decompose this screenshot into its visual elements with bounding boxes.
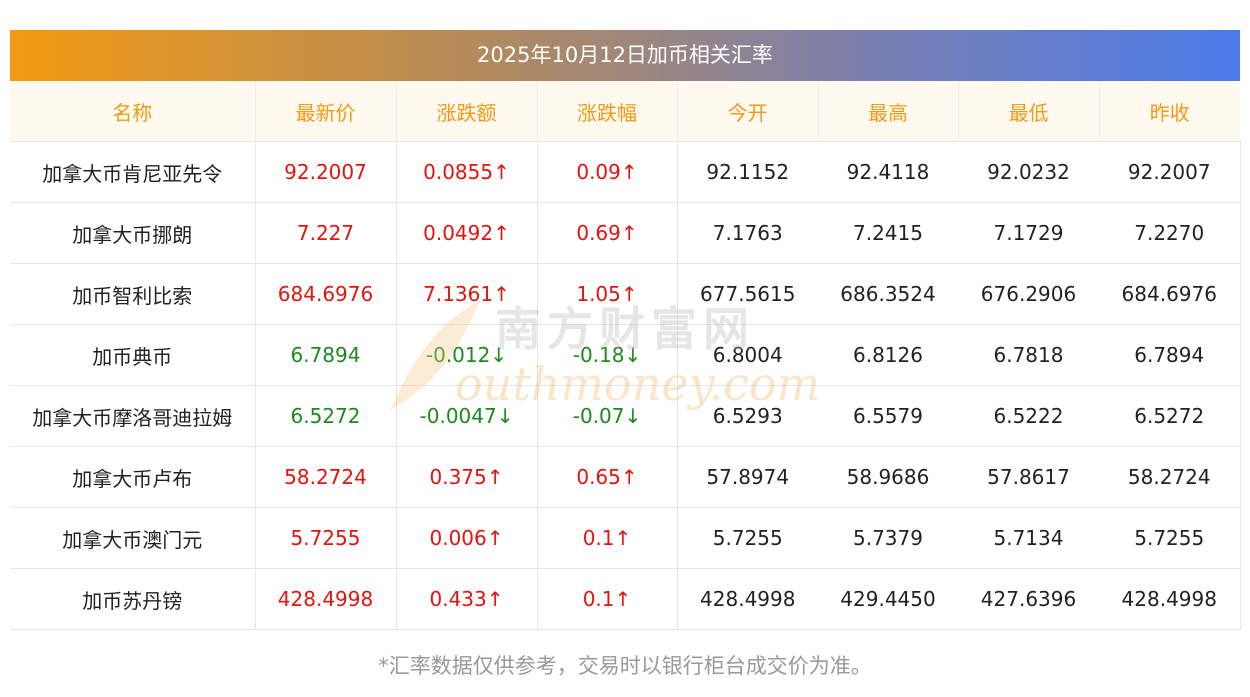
cell-prev-close: 6.5272	[1099, 385, 1241, 447]
disclaimer-note: *汇率数据仅供参考，交易时以银行柜台成交价为准。	[378, 654, 872, 678]
column-header-low: 最低	[958, 81, 1100, 142]
cell-change: 7.1361↑	[396, 263, 538, 325]
cell-latest: 428.4998	[255, 568, 397, 630]
cell-prev-close: 92.2007	[1099, 141, 1241, 203]
cell-latest: 684.6976	[255, 263, 397, 325]
cell-prev-close: 58.2724	[1099, 446, 1241, 508]
cell-name: 加币苏丹镑	[10, 568, 256, 630]
cell-prev-close: 5.7255	[1099, 507, 1241, 569]
cell-open: 428.4998	[677, 568, 818, 630]
cell-high: 6.8126	[818, 324, 958, 386]
cell-low: 6.5222	[958, 385, 1099, 447]
cell-change-percent: -0.07↓	[537, 385, 678, 447]
cell-low: 7.1729	[958, 202, 1099, 264]
cell-open: 7.1763	[677, 202, 818, 264]
cell-latest: 7.227	[255, 202, 397, 264]
column-header-open: 今开	[677, 81, 819, 142]
cell-high: 5.7379	[818, 507, 958, 569]
cell-change: 0.0492↑	[396, 202, 538, 264]
cell-latest: 5.7255	[255, 507, 397, 569]
column-header-latest: 最新价	[255, 81, 397, 142]
table-header-row: 名称 最新价 涨跌额 涨跌幅 今开 最高 最低 昨收	[10, 81, 1240, 142]
cell-change: 0.006↑	[396, 507, 538, 569]
table-row: 加币智利比索 684.6976 7.1361↑ 1.05↑ 677.5615 686.35…	[10, 263, 1241, 325]
cell-name: 加拿大币摩洛哥迪拉姆	[10, 385, 256, 447]
table-row: 加拿大币挪朗 7.227 0.0492↑ 0.69↑ 7.1763 7.2415 7.172…	[10, 202, 1241, 264]
cell-high: 429.4450	[818, 568, 958, 630]
cell-prev-close: 684.6976	[1099, 263, 1241, 325]
cell-high: 7.2415	[818, 202, 958, 264]
cell-change: 0.375↑	[396, 446, 538, 508]
cell-name: 加拿大币卢布	[10, 446, 256, 508]
cell-change-percent: 0.1↑	[537, 568, 678, 630]
table-row: 加拿大币肯尼亚先令 92.2007 0.0855↑ 0.09↑ 92.1152 92.41…	[10, 141, 1241, 203]
cell-open: 92.1152	[677, 141, 818, 203]
cell-change: 0.433↑	[396, 568, 538, 630]
column-header-name: 名称	[10, 81, 256, 142]
cell-low: 427.6396	[958, 568, 1099, 630]
cell-open: 677.5615	[677, 263, 818, 325]
cell-high: 6.5579	[818, 385, 958, 447]
cell-change-percent: 0.69↑	[537, 202, 678, 264]
cell-high: 92.4118	[818, 141, 958, 203]
cell-change-percent: 0.1↑	[537, 507, 678, 569]
cell-latest: 92.2007	[255, 141, 397, 203]
table-row: 加币典币 6.7894 -0.012↓ -0.18↓ 6.8004 6.8126 6.781…	[10, 324, 1241, 386]
cell-low: 5.7134	[958, 507, 1099, 569]
column-header-high: 最高	[818, 81, 959, 142]
cell-change-percent: 1.05↑	[537, 263, 678, 325]
cell-name: 加拿大币挪朗	[10, 202, 256, 264]
table-row: 加币苏丹镑 428.4998 0.433↑ 0.1↑ 428.4998 429.4450 4…	[10, 568, 1241, 630]
cell-high: 58.9686	[818, 446, 958, 508]
cell-name: 加拿大币澳门元	[10, 507, 256, 569]
cell-open: 57.8974	[677, 446, 818, 508]
column-header-prev-close: 昨收	[1099, 81, 1240, 142]
cell-open: 6.5293	[677, 385, 818, 447]
cell-change: -0.0047↓	[396, 385, 538, 447]
cell-prev-close: 428.4998	[1099, 568, 1241, 630]
cell-low: 57.8617	[958, 446, 1099, 508]
rates-panel: 2025年10月12日加币相关汇率 名称 最新价 涨跌额 涨跌幅 今开 最高 最…	[10, 30, 1241, 630]
rates-table: 名称 最新价 涨跌额 涨跌幅 今开 最高 最低 昨收 加拿大币肯尼亚先令 92.2…	[10, 81, 1241, 630]
column-header-change: 涨跌额	[396, 81, 538, 142]
table-row: 加拿大币澳门元 5.7255 0.006↑ 0.1↑ 5.7255 5.7379 5.713…	[10, 507, 1241, 569]
cell-change-percent: -0.18↓	[537, 324, 678, 386]
cell-name: 加拿大币肯尼亚先令	[10, 141, 256, 203]
cell-low: 6.7818	[958, 324, 1099, 386]
cell-change-percent: 0.09↑	[537, 141, 678, 203]
table-row: 加拿大币摩洛哥迪拉姆 6.5272 -0.0047↓ -0.07↓ 6.5293 6.55…	[10, 385, 1241, 447]
column-header-change-percent: 涨跌幅	[537, 81, 678, 142]
cell-name: 加币智利比索	[10, 263, 256, 325]
page-title: 2025年10月12日加币相关汇率	[10, 30, 1240, 81]
cell-change: 0.0855↑	[396, 141, 538, 203]
cell-latest: 6.7894	[255, 324, 397, 386]
cell-latest: 58.2724	[255, 446, 397, 508]
cell-latest: 6.5272	[255, 385, 397, 447]
cell-prev-close: 7.2270	[1099, 202, 1241, 264]
cell-low: 676.2906	[958, 263, 1099, 325]
cell-name: 加币典币	[10, 324, 256, 386]
cell-low: 92.0232	[958, 141, 1099, 203]
cell-open: 5.7255	[677, 507, 818, 569]
cell-prev-close: 6.7894	[1099, 324, 1241, 386]
table-row: 加拿大币卢布 58.2724 0.375↑ 0.65↑ 57.8974 58.9686 57…	[10, 446, 1241, 508]
cell-open: 6.8004	[677, 324, 818, 386]
cell-high: 686.3524	[818, 263, 958, 325]
cell-change-percent: 0.65↑	[537, 446, 678, 508]
cell-change: -0.012↓	[396, 324, 538, 386]
